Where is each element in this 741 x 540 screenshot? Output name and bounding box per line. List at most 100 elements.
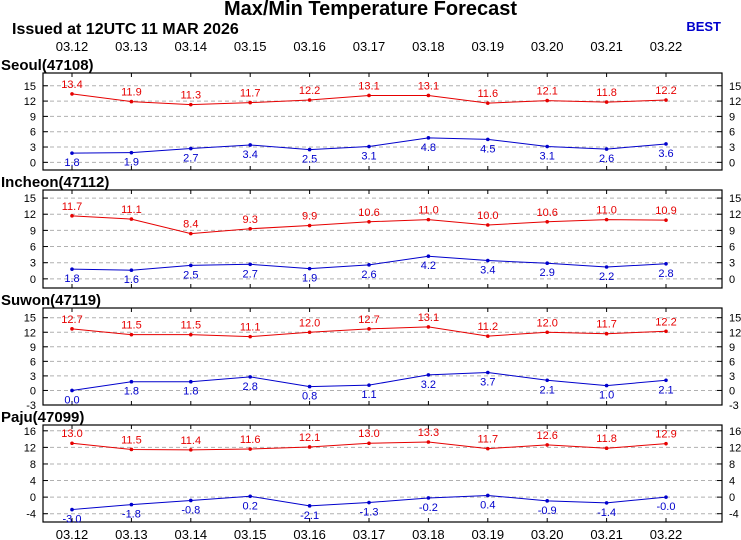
min-temp-label: 3.4 <box>480 265 495 277</box>
max-temp-point <box>70 214 74 218</box>
min-temp-label: 1.1 <box>361 389 376 401</box>
y-tick-label-right: 15 <box>729 81 741 93</box>
max-temp-point <box>307 445 312 449</box>
y-tick-label-right: -3 <box>729 400 739 412</box>
date-label-top: 03.16 <box>293 39 326 54</box>
max-temp-label: 12.1 <box>299 432 320 444</box>
min-temp-label: 2.8 <box>658 268 673 280</box>
max-temp-label: 9.3 <box>243 214 258 226</box>
y-tick-label-left: 6 <box>30 127 36 139</box>
max-temp-point <box>367 219 371 224</box>
date-label-bottom: 03.16 <box>293 527 326 540</box>
min-temp-label: 3.2 <box>421 379 436 391</box>
date-label-bottom: 03.13 <box>115 527 148 540</box>
min-temp-point <box>189 379 193 384</box>
min-temp-label: -0.9 <box>538 505 557 517</box>
min-temp-label: 0.8 <box>302 391 317 403</box>
date-label-top: 03.15 <box>234 39 267 54</box>
max-temp-label: 11.2 <box>478 321 499 333</box>
y-tick-label-right: 12 <box>729 96 741 108</box>
max-temp-label: 13.0 <box>358 428 379 440</box>
min-temp-label: 4.5 <box>480 143 495 155</box>
y-tick-label-left: 0 <box>30 157 36 169</box>
min-temp-label: 2.1 <box>540 384 555 396</box>
date-label-bottom: 03.18 <box>412 527 445 540</box>
y-tick-label-right: 0 <box>729 385 735 397</box>
y-tick-label-right: 8 <box>729 459 735 471</box>
min-temp-point <box>307 384 312 389</box>
max-temp-point <box>545 443 549 447</box>
min-temp-point <box>248 494 252 499</box>
date-label-bottom: 03.17 <box>353 527 386 540</box>
y-tick-label-left: 6 <box>30 242 36 254</box>
max-temp-label: 13.4 <box>61 79 82 91</box>
y-tick-label-right: 6 <box>729 242 735 254</box>
min-temp-label: 4.2 <box>421 260 436 272</box>
min-temp-label: 1.6 <box>124 274 139 286</box>
max-temp-point <box>129 447 134 452</box>
min-temp-label: 3.6 <box>658 148 673 160</box>
max-temp-point <box>129 99 134 104</box>
min-temp-point <box>426 254 431 259</box>
max-temp-point <box>189 231 193 236</box>
max-temp-point <box>189 448 193 452</box>
date-label-top: 03.12 <box>56 39 89 54</box>
min-temp-label: -1.4 <box>597 507 616 519</box>
min-temp-point <box>367 383 371 387</box>
y-tick-label-left: -4 <box>26 509 36 521</box>
min-temp-label: 2.5 <box>302 154 317 166</box>
max-temp-label: 11.7 <box>240 88 261 100</box>
y-tick-label-right: 6 <box>729 356 735 368</box>
min-temp-label: 1.9 <box>302 273 317 285</box>
min-temp-point <box>604 383 609 388</box>
max-temp-point <box>664 218 668 222</box>
min-temp-point <box>307 266 312 271</box>
max-temp-point <box>426 325 431 329</box>
y-tick-label-left: 4 <box>30 476 36 488</box>
station-label: Incheon(47112) <box>1 174 109 191</box>
date-label-top: 03.21 <box>590 39 623 54</box>
max-temp-point <box>367 441 371 446</box>
min-temp-label: 2.1 <box>658 384 673 396</box>
max-temp-point <box>664 98 668 102</box>
max-temp-point <box>426 440 431 444</box>
max-temp-label: 11.7 <box>478 434 499 446</box>
min-temp-point <box>129 268 134 273</box>
max-temp-label: 10.0 <box>477 210 498 222</box>
y-tick-label-right: 9 <box>729 111 735 123</box>
min-temp-label: -0.0 <box>657 501 676 513</box>
min-temp-point <box>189 146 193 151</box>
max-temp-label: 11.1 <box>240 322 261 334</box>
max-temp-point <box>189 332 193 337</box>
y-tick-label-left: 0 <box>30 385 36 397</box>
max-temp-label: 12.2 <box>299 85 320 97</box>
max-temp-label: 11.9 <box>121 87 142 99</box>
min-temp-label: 3.7 <box>480 377 495 389</box>
min-temp-label: -0.8 <box>181 504 200 516</box>
min-temp-point <box>664 142 668 146</box>
max-temp-point <box>129 332 134 337</box>
max-temp-point <box>426 93 431 98</box>
min-temp-label: 2.7 <box>243 268 258 280</box>
y-tick-label-right: 16 <box>729 426 741 438</box>
max-temp-point <box>486 101 490 105</box>
date-label-bottom: 03.19 <box>472 527 505 540</box>
max-temp-point <box>70 92 74 96</box>
min-temp-point <box>486 137 490 142</box>
min-temp-point <box>248 262 252 267</box>
min-temp-line <box>71 372 667 391</box>
max-temp-label: 9.9 <box>302 211 317 223</box>
min-temp-label: 1.9 <box>124 157 139 169</box>
max-temp-point <box>604 446 609 451</box>
min-temp-point <box>604 501 609 505</box>
y-tick-label-left: 12 <box>24 327 36 339</box>
panel-frame <box>42 424 723 523</box>
min-temp-point <box>129 502 134 507</box>
max-temp-point <box>70 327 74 331</box>
max-temp-label: 13.1 <box>418 80 439 92</box>
y-tick-label-left: 3 <box>30 258 36 270</box>
min-temp-point <box>545 144 549 149</box>
min-temp-label: 2.6 <box>361 269 376 281</box>
min-temp-point <box>129 150 134 155</box>
min-temp-point <box>486 258 490 263</box>
